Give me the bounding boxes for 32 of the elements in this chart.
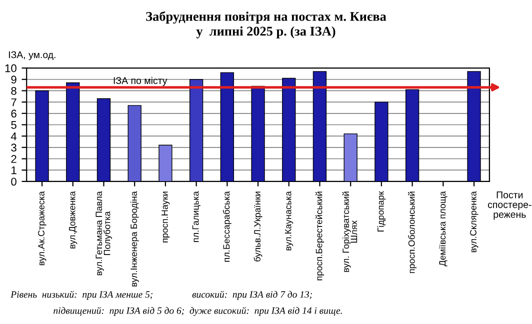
x-axis-title: Пости спостере- режень	[488, 192, 532, 220]
text: Рівень низький: при ІЗА менше 5; високий: при ІЗА від 7 до 13;	[10, 290, 312, 300]
y-tick-label: 5	[11, 121, 16, 129]
x-tick-label: Гідропарк	[377, 191, 386, 232]
x-tick-label: вул.Скляренка	[470, 191, 478, 252]
x-tick-label: просп.Оболонський	[408, 192, 417, 274]
x-tick-label: Деміївська площа	[438, 191, 448, 266]
x-tick-label: пл.Бессарабська	[222, 191, 232, 262]
y-tick-label: 0	[11, 178, 16, 186]
x-tick-label: бульв.Л.Українки	[254, 192, 262, 262]
y-tick-label: 6	[11, 110, 16, 118]
y-tick-label: 3	[11, 144, 16, 152]
y-tick-label: 1	[12, 166, 16, 174]
y-axis-title: ІЗА, ум.од.	[8, 51, 56, 60]
x-tick-label: просп.Науки	[162, 192, 170, 242]
text: підвищений: при ІЗА від 5 до 6; дуже високий: при ІЗА від 14 і вище.	[54, 306, 342, 316]
ref-line-label: ІЗА по місту	[114, 76, 168, 86]
y-tick-label: 8	[11, 86, 16, 95]
y-tick-label: 9	[11, 76, 16, 84]
y-tick-label: 7	[11, 98, 16, 106]
x-tick-label: вул. Горіхуватський Шлях	[342, 192, 358, 272]
y-tick-label: 2	[11, 155, 16, 163]
x-tick-label: вул.Каунаська	[285, 191, 294, 250]
x-tick-label: вул.Гетьмана Павла Полуботка	[96, 191, 112, 276]
y-tick-label: 4	[10, 132, 17, 140]
x-tick-label: просп.Берестейський	[315, 192, 324, 280]
x-tick-label: пл.Галицька	[192, 191, 200, 242]
x-tick-label: вул.Інженера Бородіна	[130, 191, 139, 286]
x-tick-label: вул.Довженка	[69, 191, 78, 248]
x-tick-label: вул.Ак.Стражеска	[38, 191, 46, 266]
chart-title: Забруднення повітря на постах м. Києва у липні 2025 р. (за ІЗА)	[146, 11, 386, 38]
y-tick-label: 10	[5, 64, 16, 72]
